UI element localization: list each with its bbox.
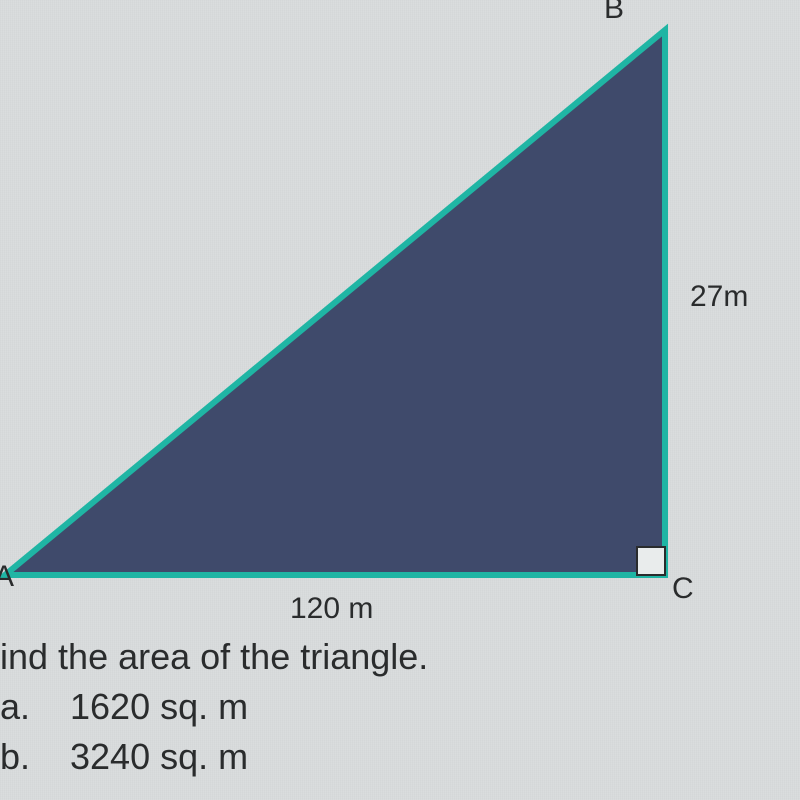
option-letter-a: a.	[0, 686, 30, 728]
vertex-label-a: A	[0, 560, 14, 594]
triangle-figure	[0, 0, 800, 800]
vertex-label-b: B	[604, 0, 624, 26]
triangle-shape	[5, 30, 665, 575]
option-text-a: 1620 sq. m	[70, 686, 248, 728]
option-letter-b: b.	[0, 736, 30, 778]
question-prompt: ind the area of the triangle.	[0, 636, 428, 678]
side-label-base: 120 m	[290, 592, 373, 626]
side-label-height: 27m	[690, 280, 748, 314]
vertex-label-c: C	[672, 572, 694, 606]
right-angle-marker	[637, 547, 665, 575]
option-text-b: 3240 sq. m	[70, 736, 248, 778]
